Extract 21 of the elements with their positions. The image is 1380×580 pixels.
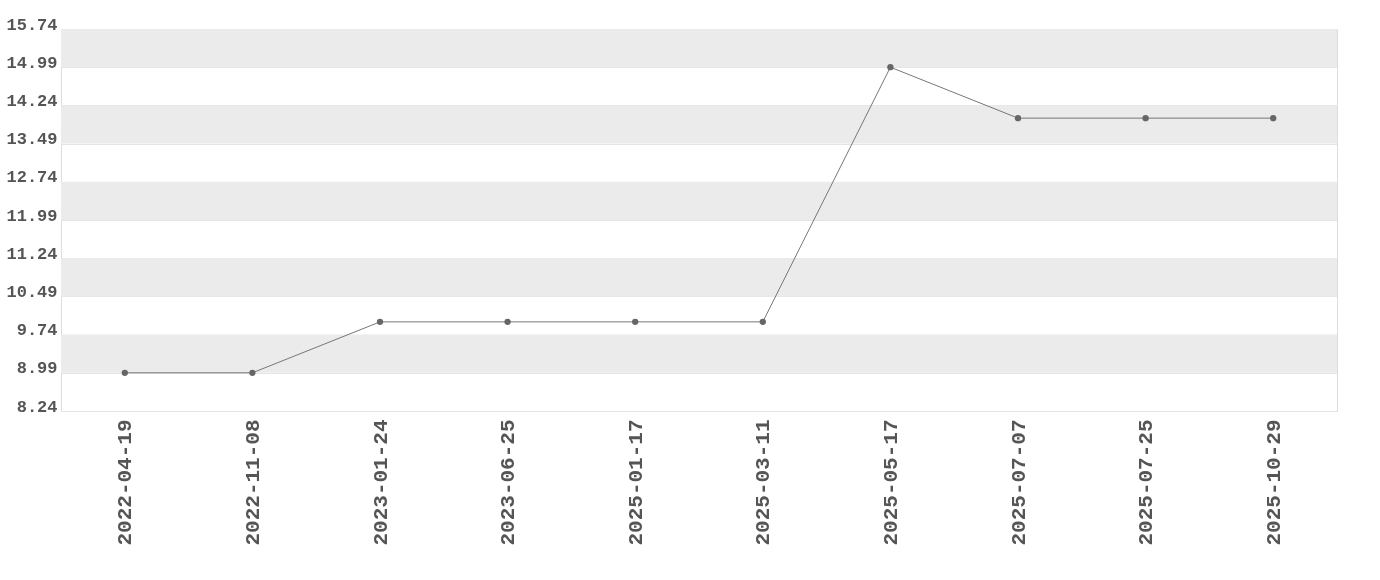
y-tick-label: 11.99 xyxy=(6,206,58,226)
y-tick-label: 14.24 xyxy=(6,91,58,111)
x-tick-label: 2025-10-29 xyxy=(1262,419,1286,546)
y-tick-label: 12.74 xyxy=(6,168,58,188)
y-tick-label: 8.24 xyxy=(16,397,58,417)
y-tick-label: 13.49 xyxy=(6,130,58,150)
x-tick-label: 2022-11-08 xyxy=(241,419,265,546)
x-tick-label: 2025-03-11 xyxy=(752,419,776,546)
y-tick-label: 9.74 xyxy=(16,321,58,341)
x-tick-label: 2025-01-17 xyxy=(624,419,648,546)
x-tick-label: 2025-07-07 xyxy=(1007,419,1031,546)
y-tick-label: 10.49 xyxy=(6,282,58,302)
x-tick-label: 2022-04-19 xyxy=(114,419,138,546)
y-tick-label: 14.99 xyxy=(6,53,58,73)
y-tick-label: 8.99 xyxy=(16,359,58,379)
x-tick-label: 2023-06-25 xyxy=(497,419,521,546)
x-tick-label: 2023-01-24 xyxy=(369,419,393,546)
x-tick-label: 2025-05-17 xyxy=(879,419,903,546)
y-tick-label: 15.74 xyxy=(6,15,58,35)
y-tick-label: 11.24 xyxy=(6,244,58,264)
x-tick-label: 2025-07-25 xyxy=(1135,419,1159,546)
